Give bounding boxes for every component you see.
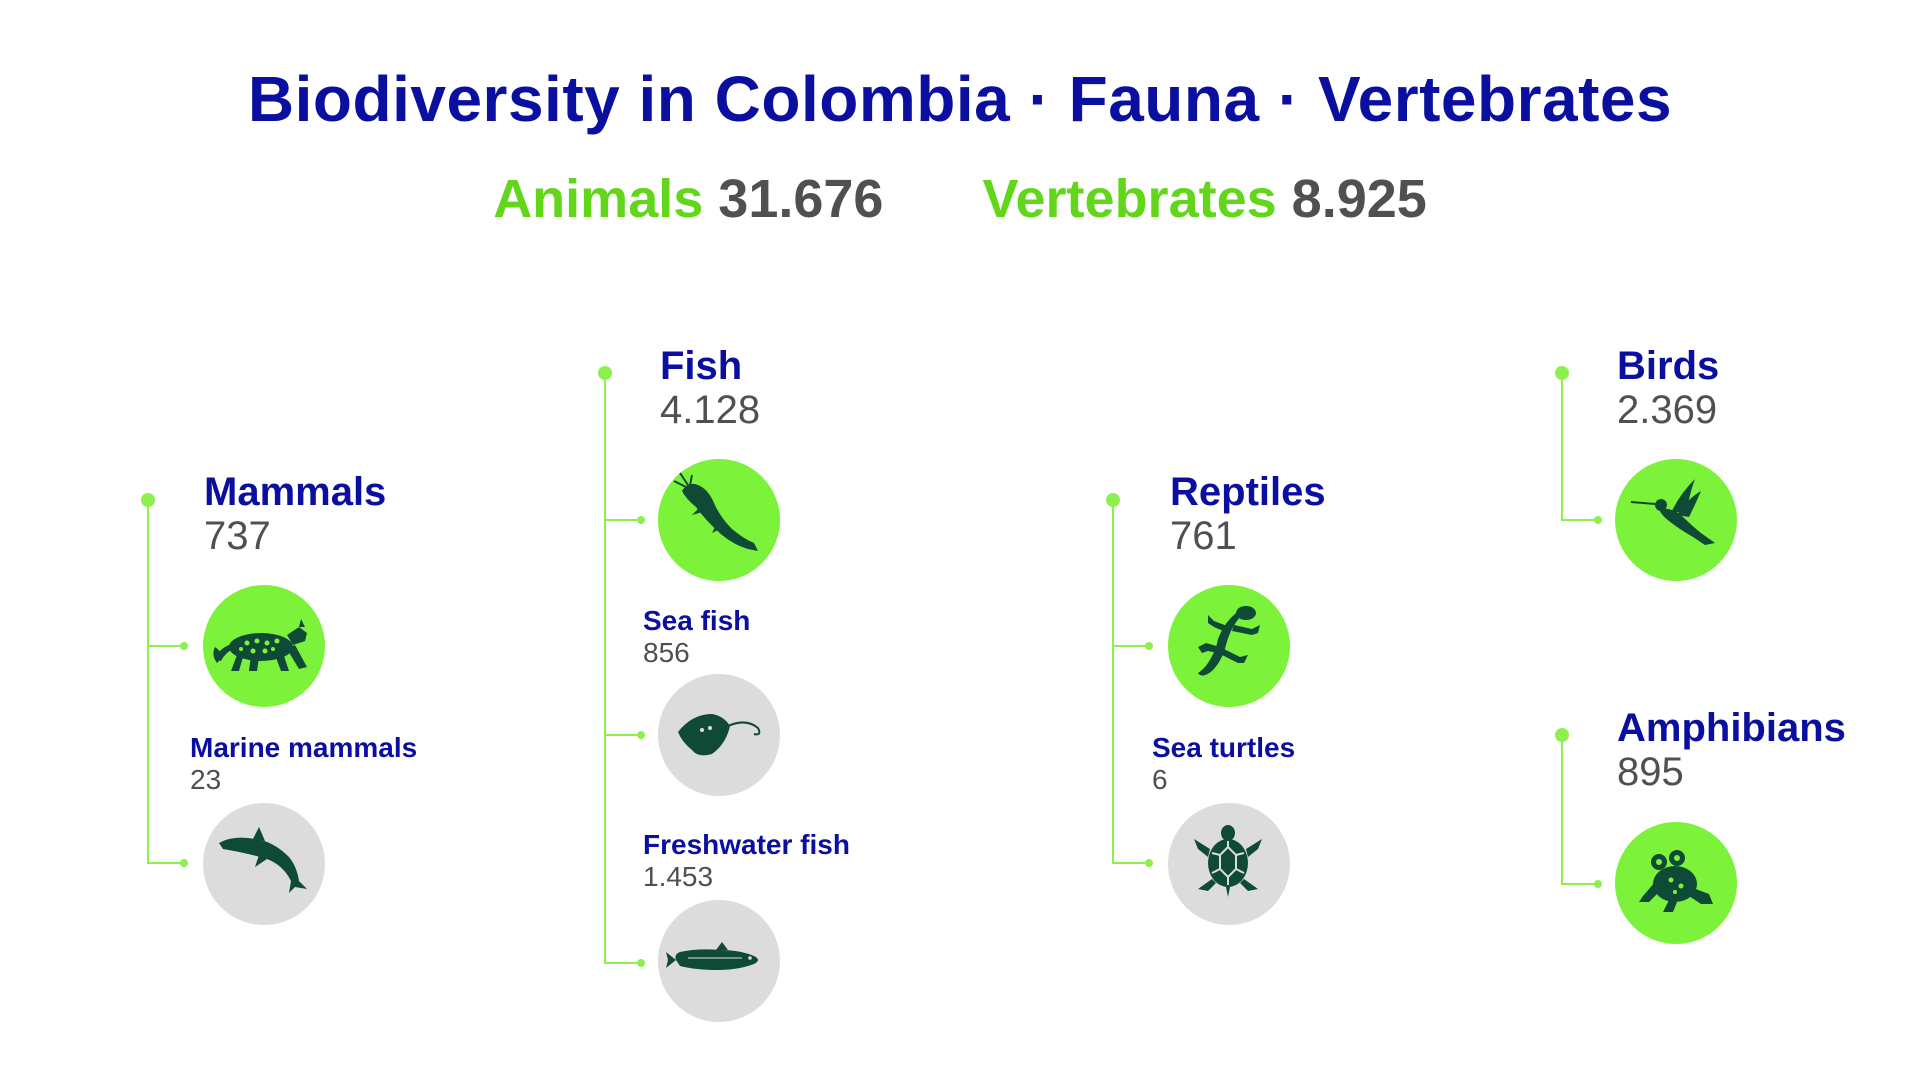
sea-fish-connector-dot [637, 731, 645, 739]
mammals-branch-line [147, 500, 149, 864]
amphibians-connector [1561, 883, 1597, 885]
mammals-name: Mammals [204, 470, 387, 514]
amphibians-icon-circle [1615, 822, 1737, 944]
marine-mammals-connector-dot [180, 859, 188, 867]
reptiles-icon-circle [1168, 585, 1290, 707]
total-vertebrates-label: Vertebrates [982, 169, 1277, 229]
sea-fish-connector [604, 734, 640, 736]
freshwater-fish-connector [604, 962, 640, 964]
catfish-icon [673, 472, 758, 551]
reptiles-connector [1112, 645, 1148, 647]
wild-cat-icon [213, 619, 307, 671]
mammals-connector-dot [180, 642, 188, 650]
reptiles-count: 761 [1170, 514, 1237, 558]
marine-mammals-connector [147, 862, 183, 864]
sea-fish-count: 856 [643, 637, 690, 668]
amphibians-count: 895 [1617, 750, 1684, 794]
hummingbird-icon [1631, 479, 1715, 545]
frog-icon [1639, 850, 1713, 912]
fish-count: 4.128 [660, 388, 761, 432]
fish-connector [604, 519, 640, 521]
freshwater-fish-icon [666, 942, 758, 970]
gecko-icon [1198, 606, 1260, 676]
sea-fish-name: Sea fish [643, 605, 751, 636]
fish-name: Fish [660, 344, 743, 388]
reptiles-branch-line [1112, 500, 1114, 864]
amphibians-branch-line [1561, 735, 1563, 885]
totals-row: Animals 31.676 Vertebrates 8.925 [0, 168, 1920, 230]
total-animals-label: Animals [493, 169, 704, 229]
sea-fish-icon-circle [658, 674, 780, 796]
fish-icon-circle [658, 459, 780, 581]
marine-mammals-icon-circle [203, 803, 325, 925]
reptiles-name: Reptiles [1170, 470, 1326, 514]
birds-name: Birds [1617, 344, 1720, 388]
reptiles-connector-dot [1145, 642, 1153, 650]
total-vertebrates: Vertebrates 8.925 [982, 169, 1426, 229]
birds-icon-circle [1615, 459, 1737, 581]
birds-count: 2.369 [1617, 388, 1718, 432]
marine-mammals-count: 23 [190, 764, 222, 795]
sea-turtles-icon-circle [1168, 803, 1290, 925]
fish-branch-line [604, 373, 606, 964]
sea-turtles-name: Sea turtles [1152, 732, 1296, 763]
mammals-connector [147, 645, 183, 647]
marine-mammals-name: Marine mammals [190, 732, 418, 763]
freshwater-fish-icon-circle [658, 900, 780, 1022]
freshwater-fish-count: 1.453 [643, 861, 714, 892]
amphibians-name: Amphibians [1617, 706, 1846, 750]
turtle-icon [1194, 825, 1262, 897]
freshwater-fish-connector-dot [637, 959, 645, 967]
dolphin-icon [219, 827, 307, 893]
mammals-count: 737 [204, 514, 271, 558]
sea-turtles-count: 6 [1152, 764, 1168, 795]
birds-connector [1561, 519, 1597, 521]
amphibians-connector-dot [1594, 880, 1602, 888]
total-animals-value: 31.676 [718, 169, 884, 229]
stingray-icon [678, 714, 761, 756]
birds-branch-line [1561, 373, 1563, 521]
sea-turtles-connector [1112, 862, 1148, 864]
total-animals: Animals 31.676 [493, 169, 898, 229]
birds-connector-dot [1594, 516, 1602, 524]
fish-connector-dot [637, 516, 645, 524]
freshwater-fish-name: Freshwater fish [643, 829, 850, 860]
page-title: Biodiversity in Colombia · Fauna · Verte… [247, 63, 1673, 135]
mammals-icon-circle [203, 585, 325, 707]
sea-turtles-connector-dot [1145, 859, 1153, 867]
total-vertebrates-value: 8.925 [1291, 169, 1427, 229]
